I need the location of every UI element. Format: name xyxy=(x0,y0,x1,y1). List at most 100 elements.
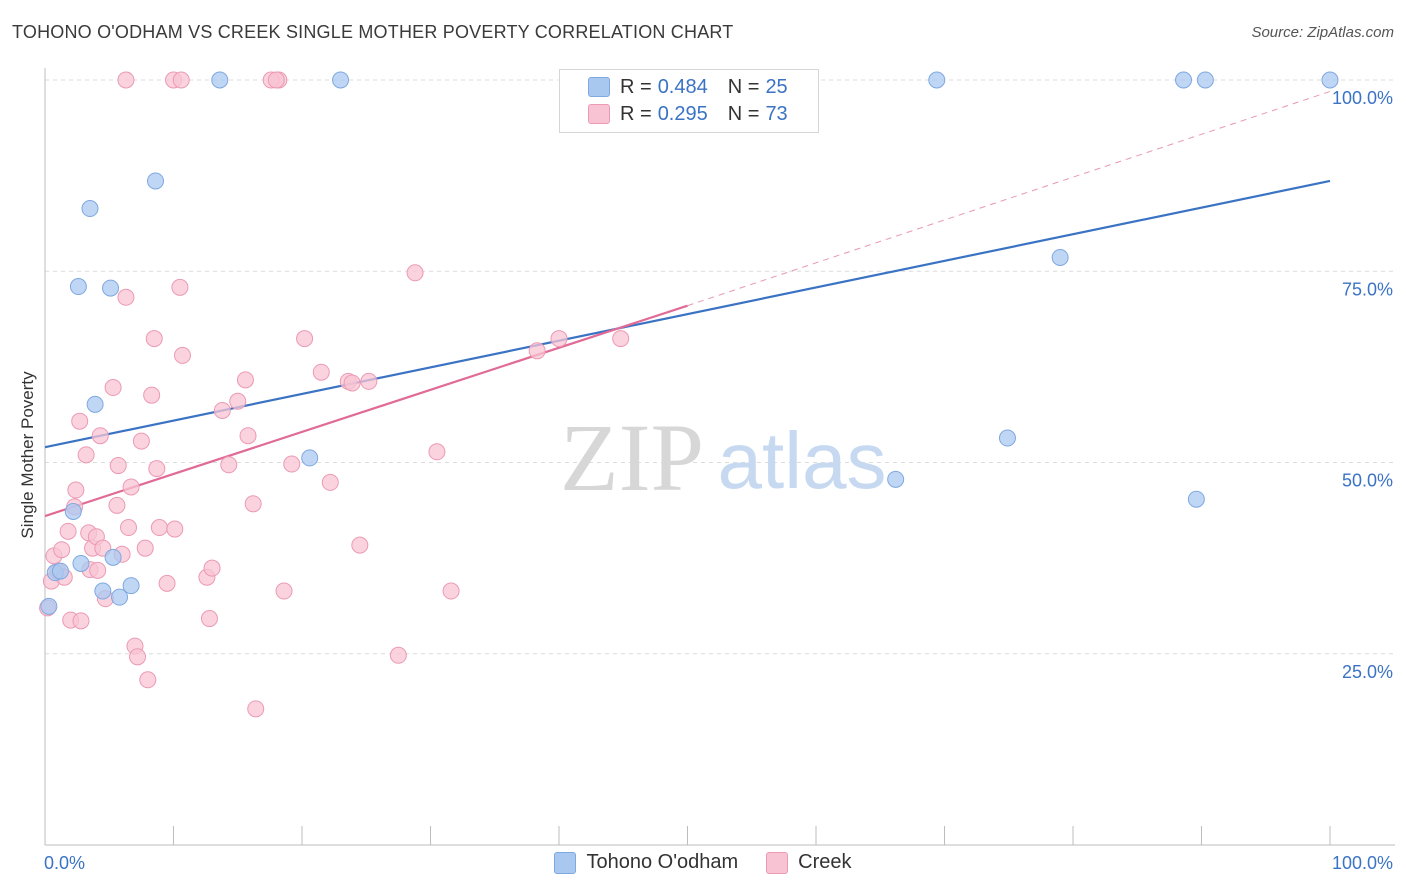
series-legend: Tohono O'odham Creek xyxy=(0,851,1406,874)
creek-point xyxy=(239,427,257,445)
tohono-point xyxy=(928,71,946,89)
tohono-point xyxy=(887,470,905,488)
creek-point xyxy=(108,496,126,514)
legend-swatch-creek xyxy=(588,104,610,124)
tohono-trend-line xyxy=(44,179,1331,449)
creek-point xyxy=(158,574,176,592)
tohono-point xyxy=(1175,71,1193,89)
creek-point xyxy=(343,374,361,392)
tohono-point xyxy=(1051,248,1069,266)
legend-r-label: R = xyxy=(620,75,652,98)
legend-swatch-tohono xyxy=(588,77,610,97)
creek-point xyxy=(360,372,378,390)
creek-point xyxy=(247,700,265,718)
tohono-point xyxy=(111,588,129,606)
legend-swatch-tohono xyxy=(554,851,577,874)
y-tick-label: 75.0% xyxy=(1342,279,1393,299)
creek-point xyxy=(145,330,163,348)
tohono-point xyxy=(998,429,1016,447)
grid-lines xyxy=(45,79,1395,655)
creek-point xyxy=(428,443,446,461)
tohono-point xyxy=(332,71,350,89)
creek-point xyxy=(132,432,150,450)
creek-point xyxy=(67,481,85,499)
legend-r-label: R = xyxy=(620,102,652,125)
creek-point xyxy=(203,559,221,577)
legend-label-creek: Creek xyxy=(798,851,852,873)
creek-point xyxy=(120,519,138,537)
legend-n-label: N = xyxy=(727,75,760,98)
creek-point xyxy=(109,457,127,475)
creek-point xyxy=(53,541,71,559)
creek-point xyxy=(171,278,189,296)
creek-point xyxy=(139,671,157,689)
creek-point xyxy=(220,456,238,474)
creek-point xyxy=(122,478,140,496)
creek-point xyxy=(321,473,339,491)
y-tick-label: 50.0% xyxy=(1342,471,1393,491)
legend-r-value: 0.484 xyxy=(657,75,708,98)
tohono-point xyxy=(1321,71,1339,89)
tohono-point xyxy=(40,597,58,615)
chart-source: Source: ZipAtlas.com xyxy=(1251,24,1394,41)
axes xyxy=(44,68,1395,846)
tohono-point xyxy=(86,395,104,413)
x-tick-label: 100.0% xyxy=(1332,853,1393,873)
legend-n-value: 73 xyxy=(765,102,788,125)
creek-point xyxy=(442,582,460,600)
creek-point xyxy=(267,71,285,89)
tohono-point xyxy=(69,278,87,296)
creek-point xyxy=(150,519,168,537)
legend-item-tohono[interactable]: Tohono O'odham xyxy=(554,851,738,874)
tohono-point xyxy=(301,449,319,467)
x-tick-label: 0.0% xyxy=(44,853,85,873)
creek-point xyxy=(528,342,546,360)
tohono-point xyxy=(122,577,140,595)
legend-r-value: 0.295 xyxy=(657,102,708,125)
creek-point xyxy=(77,446,95,464)
creek-point xyxy=(72,612,90,630)
creek-point xyxy=(166,520,184,538)
creek-point xyxy=(389,646,407,664)
legend-item-creek[interactable]: Creek xyxy=(766,851,852,874)
tohono-point xyxy=(64,502,82,520)
watermark: ZIP atlas xyxy=(560,404,886,511)
creek-point xyxy=(117,288,135,306)
creek-point xyxy=(129,648,147,666)
tohono-point xyxy=(81,200,99,218)
y-tick-label: 100.0% xyxy=(1332,88,1393,108)
creek-point xyxy=(148,460,166,478)
creek-point xyxy=(143,386,161,404)
tohono-point xyxy=(147,172,165,190)
tohono-point xyxy=(104,548,122,566)
creek-trend-line xyxy=(44,304,688,518)
tohono-point xyxy=(94,582,112,600)
watermark-atlas: atlas xyxy=(718,416,887,505)
creek-point xyxy=(136,539,154,557)
creek-point xyxy=(296,330,314,348)
creek-point xyxy=(312,363,330,381)
creek-point xyxy=(236,371,254,389)
tohono-point xyxy=(1196,71,1214,89)
tohono-point xyxy=(72,554,90,572)
legend-n-value: 25 xyxy=(765,75,788,98)
stats-legend: R = 0.484 N = 25 R = 0.295 N = 73 xyxy=(559,69,819,133)
creek-point xyxy=(71,412,89,430)
creek-trend-extension xyxy=(687,91,1331,307)
tohono-point xyxy=(211,71,229,89)
legend-n-label: N = xyxy=(727,102,760,125)
trend-lines xyxy=(44,91,1331,518)
tick-labels: 25.0% 50.0% 75.0% 100.0% 0.0% 100.0% xyxy=(44,88,1393,873)
creek-point xyxy=(91,427,109,445)
data-points xyxy=(39,71,1339,718)
creek-point xyxy=(59,522,77,540)
creek-point xyxy=(612,330,630,348)
tohono-point xyxy=(102,279,120,297)
tohono-point xyxy=(51,562,69,580)
legend-label-tohono: Tohono O'odham xyxy=(586,851,739,873)
creek-point xyxy=(172,71,190,89)
creek-point xyxy=(550,330,568,348)
y-axis-label: Single Mother Poverty xyxy=(18,371,37,539)
creek-point xyxy=(200,610,218,628)
